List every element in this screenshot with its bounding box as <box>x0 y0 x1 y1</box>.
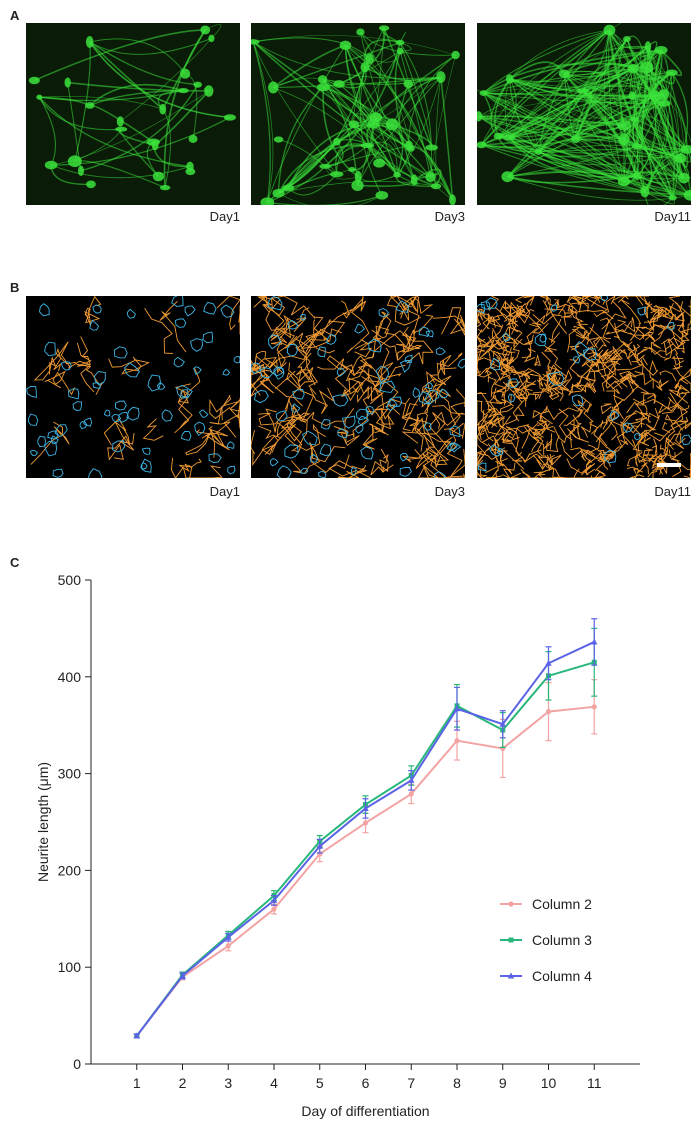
x-tick-label: 10 <box>541 1075 557 1091</box>
y-tick-label: 100 <box>58 959 82 975</box>
trace-image-day11 <box>477 296 691 478</box>
caption-b-day1: Day1 <box>209 484 240 499</box>
data-point <box>225 943 231 949</box>
data-point <box>454 738 460 744</box>
legend-entry: Column 2 <box>500 896 592 912</box>
data-point <box>225 933 232 940</box>
fluorescence-image-day3 <box>251 23 465 205</box>
series-line <box>135 661 595 1037</box>
panel-label-c: C <box>10 555 20 570</box>
legend-label: Column 2 <box>532 896 592 912</box>
soma-outlines <box>26 296 240 478</box>
panel-label-b: B <box>10 280 20 295</box>
x-tick-label: 7 <box>407 1075 415 1091</box>
trace-image-day3 <box>251 296 465 478</box>
data-point <box>545 709 552 715</box>
x-tick-label: 2 <box>179 1075 187 1091</box>
caption-b-day11: Day11 <box>654 484 691 499</box>
legend-marker <box>507 972 515 979</box>
legend-entry: Column 4 <box>500 968 592 984</box>
data-point <box>453 705 461 712</box>
legend-marker <box>508 901 514 907</box>
legend-label: Column 3 <box>532 932 592 948</box>
y-tick-label: 200 <box>58 862 82 878</box>
x-tick-label: 1 <box>133 1075 141 1091</box>
caption-a-day3: Day3 <box>434 209 465 224</box>
legend-label: Column 4 <box>532 968 592 984</box>
data-point <box>179 972 186 979</box>
x-axis-label: Day of differentiation <box>301 1103 429 1119</box>
x-tick-label: 11 <box>587 1075 602 1091</box>
panel-label-a: A <box>10 8 20 23</box>
x-tick-label: 4 <box>270 1075 278 1091</box>
caption-a-day11: Day11 <box>654 209 691 224</box>
image-background <box>26 296 240 478</box>
y-tick-label: 0 <box>73 1056 81 1072</box>
x-tick-label: 9 <box>499 1075 507 1091</box>
legend-entry: Column 3 <box>500 932 592 948</box>
series-line <box>135 705 595 1037</box>
series-column-2 <box>133 679 598 1039</box>
data-point <box>362 804 369 811</box>
x-tick-label: 6 <box>362 1075 370 1091</box>
y-tick-label: 300 <box>58 766 82 782</box>
data-point <box>408 776 415 783</box>
neurite-fibers <box>477 23 691 205</box>
series-line <box>135 641 595 1037</box>
soma-outlines <box>251 296 465 478</box>
neurite-fibers <box>34 24 231 189</box>
y-tick-label: 500 <box>58 572 82 588</box>
caption-b-day3: Day3 <box>434 484 465 499</box>
cell-bodies <box>251 25 460 205</box>
data-point <box>591 638 598 645</box>
data-point <box>545 659 552 666</box>
data-point <box>408 791 414 797</box>
data-point <box>270 896 278 903</box>
y-tick-label: 400 <box>58 669 82 685</box>
soma-outlines <box>477 296 691 472</box>
data-point <box>316 842 323 849</box>
data-point <box>499 720 506 727</box>
cell-bodies <box>477 24 691 201</box>
neurite-traces <box>251 296 465 478</box>
y-axis-label: Neurite length (μm) <box>35 762 51 882</box>
data-point <box>591 704 597 710</box>
x-tick-label: 3 <box>224 1075 232 1091</box>
x-tick-label: 8 <box>453 1075 461 1091</box>
legend-marker <box>508 937 514 943</box>
caption-a-day1: Day1 <box>209 209 240 224</box>
x-tick-label: 5 <box>316 1075 324 1091</box>
cell-bodies <box>28 25 236 191</box>
trace-image-day1 <box>26 296 240 478</box>
series-column-4 <box>133 618 598 1039</box>
data-point <box>271 906 277 912</box>
neurite-traces <box>477 296 691 478</box>
data-point <box>133 1032 140 1039</box>
fluorescence-image-day11 <box>477 23 691 205</box>
data-point <box>362 820 369 826</box>
fluorescence-image-day1 <box>26 23 240 205</box>
neurite-length-chart: 0 100 200 300 400 500 1 2 3 4 5 6 7 8 9 10 11 Day of diff… <box>35 572 640 1119</box>
scale-bar <box>657 463 681 467</box>
